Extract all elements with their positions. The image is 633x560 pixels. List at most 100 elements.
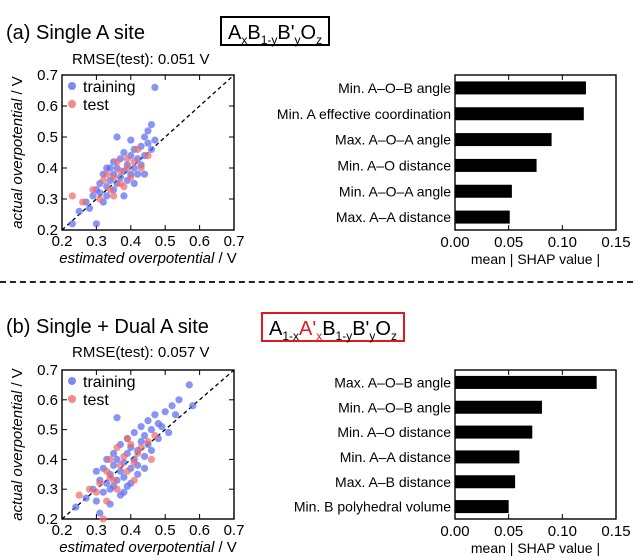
test-point (123, 467, 131, 475)
y-tick-label: 0.3 (37, 481, 58, 498)
training-point (113, 179, 121, 188)
test-point (106, 473, 114, 481)
test-point (127, 440, 135, 449)
y-tick-label: 0.6 (37, 98, 58, 115)
training-point (106, 500, 114, 508)
bar (455, 500, 509, 514)
x-tick-label: 0.05 (494, 234, 523, 251)
training-point (134, 155, 142, 163)
test-point (151, 431, 159, 440)
training-point (140, 170, 149, 178)
test-point (106, 455, 114, 463)
training-point (116, 440, 125, 449)
test-point (113, 485, 121, 493)
training-point (113, 133, 121, 141)
y-tick-label: 0.5 (37, 422, 58, 439)
x-axis-label: estimated overpotential / V (59, 250, 237, 267)
category-label: Max. A–O–A angle (335, 132, 451, 148)
x-tick-label: 0.05 (494, 523, 523, 540)
test-point (123, 155, 131, 163)
training-point (106, 485, 114, 493)
test-point (75, 491, 83, 499)
training-point (168, 402, 176, 410)
training-point (130, 145, 138, 153)
training-point (120, 458, 128, 466)
test-point (103, 170, 111, 178)
training-point (99, 488, 107, 496)
test-point (99, 176, 107, 184)
training-point (113, 164, 121, 172)
training-point (130, 455, 138, 463)
training-point (82, 198, 90, 206)
x-axis-label: mean | SHAP value | (471, 540, 600, 556)
training-point (140, 152, 149, 160)
category-label: Min. A–O distance (337, 424, 451, 440)
y-axis-label: actual overpotential / V (9, 76, 26, 229)
test-point (116, 179, 125, 188)
training-point (120, 192, 128, 200)
x-tick-label: 0.6 (189, 522, 210, 539)
training-point (123, 482, 131, 490)
y-tick-label: 0.2 (37, 511, 58, 528)
training-point (165, 428, 173, 437)
diagonal-line (61, 369, 235, 520)
y-tick-label: 0.2 (37, 222, 58, 239)
training-point (137, 437, 145, 446)
test-point (79, 198, 87, 206)
legend-marker (68, 395, 76, 403)
training-point (161, 408, 169, 416)
x-tick-label: 0.5 (155, 233, 176, 250)
training-point (99, 198, 107, 206)
bar (455, 375, 597, 389)
training-point (99, 464, 107, 472)
training-point (130, 428, 138, 437)
training-point (154, 420, 162, 428)
training-point (103, 192, 111, 200)
test-point (130, 158, 138, 166)
training-point (92, 467, 100, 475)
panel-a: (a) Single A site AxB1-yB'yOz RMSE(test)… (6, 16, 631, 267)
test-point (99, 515, 107, 523)
test-point (68, 192, 76, 200)
test-point (92, 488, 100, 496)
category-label: Min. A–O distance (337, 157, 451, 173)
training-point (151, 411, 159, 419)
training-point (82, 494, 90, 502)
bar (455, 81, 586, 95)
bar (455, 184, 512, 198)
rmse-label: RMSE(test): 0.051 V (72, 51, 210, 68)
category-label: Min. A–A distance (340, 449, 452, 465)
test-point (96, 479, 104, 487)
training-point (113, 414, 121, 422)
training-point (106, 176, 114, 184)
test-point (103, 497, 111, 505)
training-point (158, 423, 166, 431)
training-point (113, 476, 121, 484)
test-point (96, 195, 104, 203)
training-point (127, 464, 135, 472)
training-point (140, 464, 149, 472)
training-point (154, 434, 162, 443)
training-point (103, 183, 111, 191)
training-point (75, 207, 83, 215)
legend-label: training (83, 374, 135, 391)
test-point (137, 164, 145, 172)
x-tick-label: 0.00 (440, 523, 469, 540)
panel-b: (b) Single + Dual A site A1-xA'xB1-yB'yO… (0, 280, 633, 560)
test-point (116, 461, 125, 469)
training-point (127, 443, 135, 452)
legend-label: test (83, 97, 109, 114)
panel-heading: (a) Single A site (6, 22, 145, 44)
test-point (113, 443, 121, 452)
formula-box: A1-xA'xB1-yB'yOz (261, 312, 405, 343)
training-point (89, 485, 97, 493)
x-tick-label: 0.3 (86, 522, 107, 539)
legend-label: test (83, 392, 109, 409)
plot-frame (454, 369, 617, 520)
rmse-label: RMSE(test): 0.057 V (72, 344, 210, 361)
training-point (99, 170, 107, 178)
plot-frame (61, 369, 235, 520)
bar (455, 107, 584, 121)
training-point (175, 396, 183, 404)
training-point (120, 148, 128, 157)
